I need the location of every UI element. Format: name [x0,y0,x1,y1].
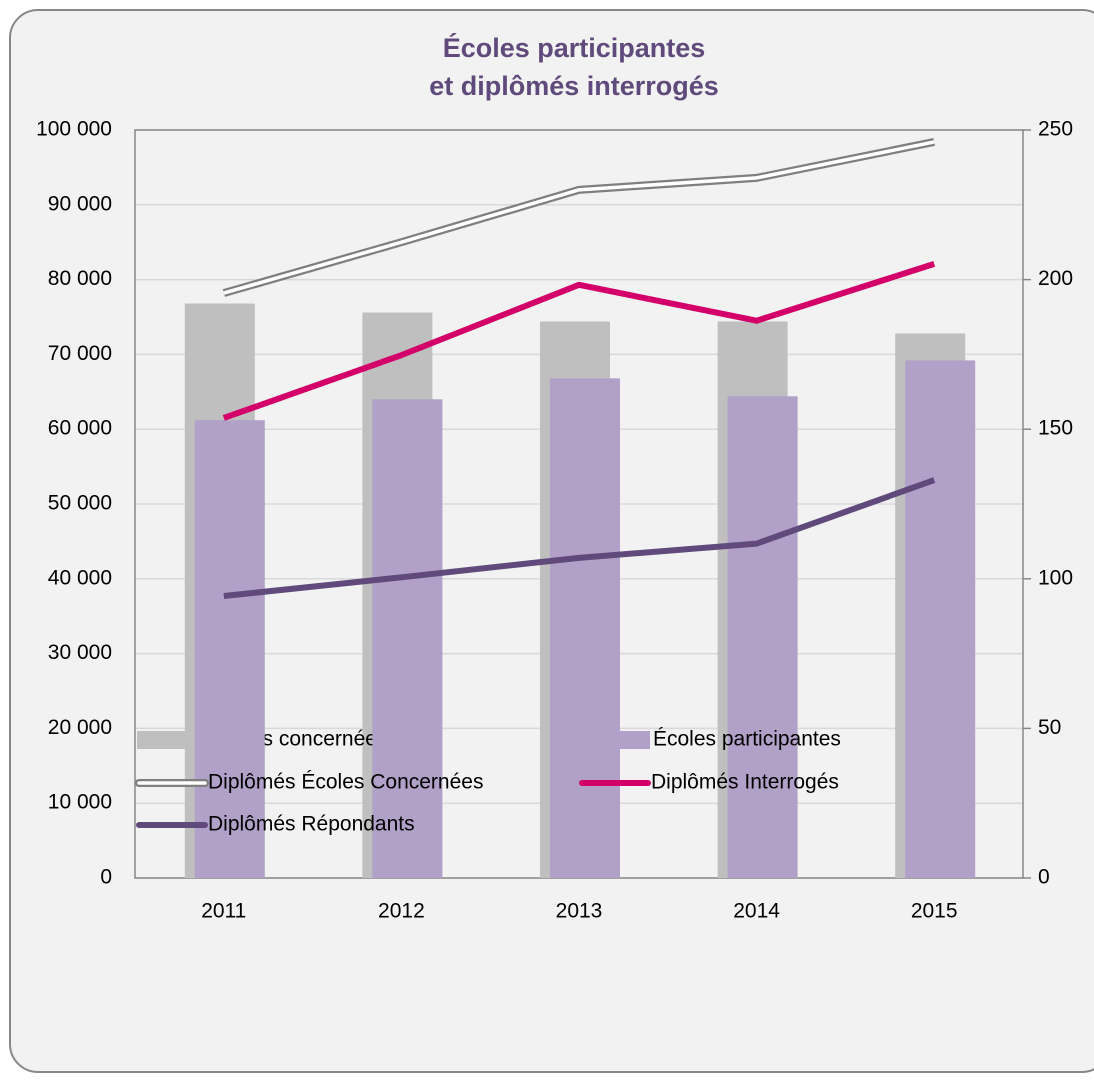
y-tick-label: 50 000 [48,492,112,515]
x-tick-label: 2012 [378,900,425,923]
y2-tick-label: 50 [1038,716,1061,739]
line [223,477,936,599]
y-tick-label: 70 000 [48,342,112,365]
legend-label: Diplômés Interrogés [651,771,839,794]
chart-title: Écoles participantes [443,32,706,63]
bar [727,396,798,878]
y-tick-label: 90 000 [48,192,112,215]
y2-tick-label: 0 [1038,866,1050,889]
legend-swatch [137,731,207,749]
y-tick-label: 100 000 [36,118,112,141]
y2-tick-label: 200 [1038,267,1073,290]
x-tick-label: 2015 [911,900,958,923]
bar [372,399,443,878]
y-tick-label: 30 000 [48,641,112,664]
legend-label: Diplômés Écoles Concernées [208,771,483,794]
y-tick-label: 40 000 [48,566,112,589]
line [222,261,936,421]
y-tick-label: 0 [100,866,112,889]
y2-tick-label: 100 [1038,566,1073,589]
legend-label: Diplômés Répondants [208,813,415,836]
y-tick-label: 80 000 [48,267,112,290]
bar [905,360,976,878]
bar [550,378,620,878]
chart-title: et diplômés interrogés [429,71,719,101]
y-tick-label: 10 000 [48,791,112,814]
legend-label: Écoles participantes [653,728,841,751]
y2-tick-label: 250 [1038,118,1073,141]
y2-tick-label: 150 [1038,417,1073,440]
y-tick-label: 20 000 [48,716,112,739]
x-tick-label: 2014 [733,900,780,923]
y-tick-label: 60 000 [48,417,112,440]
x-tick-label: 2013 [556,900,603,923]
x-tick-label: 2011 [201,900,246,923]
legend-swatch [580,731,650,749]
bar [194,420,265,878]
line-inner [223,140,935,295]
